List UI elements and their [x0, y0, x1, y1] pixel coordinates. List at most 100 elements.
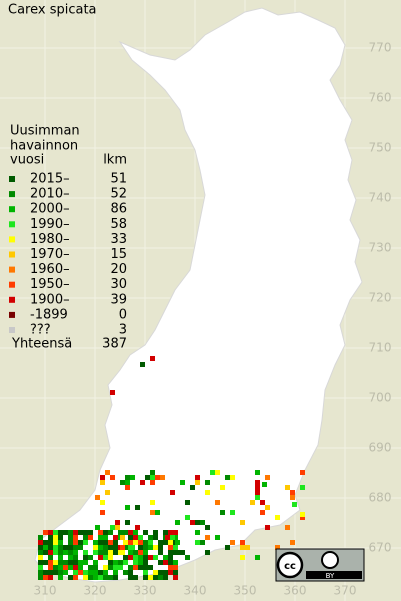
observation-square — [158, 575, 163, 580]
observation-square — [185, 515, 190, 520]
legend-total-label: Yhteensä — [11, 337, 72, 352]
observation-square — [38, 550, 43, 555]
observation-square — [83, 540, 88, 545]
observation-square — [135, 525, 140, 530]
observation-square — [48, 575, 53, 580]
legend-swatch — [9, 176, 15, 182]
observation-square — [158, 545, 163, 550]
legend-swatch — [9, 266, 15, 273]
observation-square — [230, 510, 235, 515]
observation-square — [58, 540, 63, 545]
observation-square — [118, 565, 123, 570]
observation-square — [158, 560, 163, 565]
observation-square — [98, 555, 103, 560]
legend-count: 3 — [119, 323, 127, 338]
observation-square — [138, 555, 143, 560]
observation-square — [53, 570, 58, 575]
observation-square — [58, 535, 63, 540]
observation-square — [300, 512, 305, 517]
observation-square — [58, 565, 63, 570]
observation-square — [163, 560, 168, 565]
observation-square — [113, 560, 118, 565]
by-icon — [321, 551, 339, 569]
observation-square — [43, 540, 48, 545]
observation-square — [245, 545, 250, 550]
observation-square — [108, 560, 113, 565]
observation-square — [128, 555, 133, 560]
observation-square — [113, 535, 118, 540]
observation-square — [158, 550, 163, 555]
observation-square — [98, 575, 103, 580]
observation-square — [160, 475, 165, 480]
observation-square — [230, 475, 235, 480]
observation-square — [38, 560, 43, 565]
observation-square — [78, 540, 83, 545]
observation-square — [73, 550, 78, 555]
observation-square — [83, 570, 88, 575]
observation-square — [98, 550, 103, 555]
cc-icon — [276, 551, 304, 579]
observation-square — [93, 560, 98, 565]
observation-square — [153, 570, 158, 575]
observation-square — [185, 555, 190, 560]
observation-square — [88, 570, 93, 575]
observation-square — [163, 530, 168, 535]
observation-square — [125, 505, 130, 510]
observation-square — [265, 505, 270, 510]
legend-label: 2015– — [30, 172, 70, 187]
observation-square — [148, 545, 153, 550]
observation-square — [150, 475, 155, 480]
observation-square — [48, 535, 53, 540]
observation-square — [53, 535, 58, 540]
observation-square — [190, 520, 195, 525]
observation-square — [58, 570, 63, 575]
legend-swatch — [9, 281, 15, 288]
legend-count: 0 — [119, 307, 127, 322]
observation-square — [255, 490, 260, 495]
observation-square — [168, 555, 173, 560]
observation-square — [105, 490, 110, 495]
observation-square — [215, 470, 220, 475]
observation-square — [260, 510, 265, 515]
observation-square — [73, 575, 78, 580]
observation-square — [133, 540, 138, 545]
observation-square — [250, 500, 255, 505]
finland — [34, 7, 363, 583]
observation-square — [262, 482, 267, 487]
northing-label: 690 — [369, 441, 392, 455]
observation-square — [255, 470, 260, 475]
observation-square — [43, 550, 48, 555]
observation-square — [148, 565, 153, 570]
legend-count: 20 — [110, 262, 127, 277]
observation-square — [255, 495, 260, 500]
observation-square — [170, 490, 175, 495]
observation-square — [88, 575, 93, 580]
observation-square — [168, 530, 173, 535]
legend-count: 86 — [110, 202, 127, 217]
observation-square — [100, 480, 105, 485]
legend-label: ??? — [30, 323, 51, 338]
observation-square — [175, 540, 180, 545]
observation-square — [135, 505, 140, 510]
observation-square — [98, 535, 103, 540]
observation-square — [138, 550, 143, 555]
observation-square — [103, 555, 108, 560]
observation-square — [168, 565, 173, 570]
observation-square — [78, 545, 83, 550]
northing-label: 740 — [369, 191, 392, 205]
observation-square — [163, 555, 168, 560]
observation-square — [110, 475, 115, 480]
observation-square — [133, 565, 138, 570]
observation-square — [195, 530, 200, 535]
observation-square — [120, 480, 125, 485]
observation-square — [275, 545, 280, 550]
easting-label: 320 — [84, 584, 107, 598]
observation-square — [123, 555, 128, 560]
observation-square — [93, 540, 98, 545]
observation-square — [148, 575, 153, 580]
observation-square — [63, 545, 68, 550]
observation-square — [43, 570, 48, 575]
observation-square — [185, 500, 190, 505]
observation-square — [108, 545, 113, 550]
